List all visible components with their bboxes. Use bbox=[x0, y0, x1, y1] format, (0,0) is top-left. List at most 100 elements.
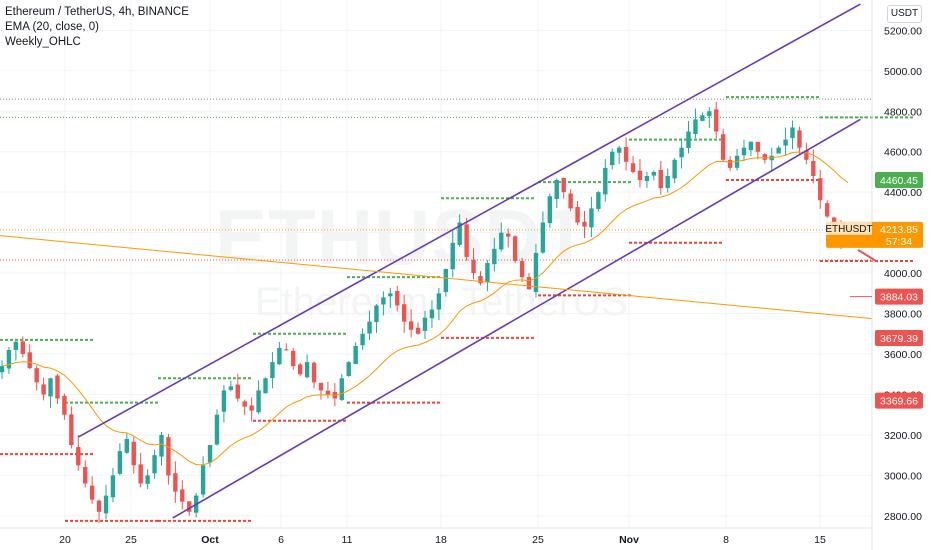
channel-upper-line bbox=[78, 3, 861, 438]
currency-button[interactable]: USDT bbox=[887, 5, 922, 23]
price-label-3884-03-text: 3884.03 bbox=[880, 292, 918, 304]
candle-body bbox=[499, 232, 504, 250]
candle-body bbox=[89, 485, 95, 500]
candle-body bbox=[20, 341, 26, 355]
x-tick-label: 25 bbox=[125, 534, 137, 546]
candle-body bbox=[381, 297, 386, 305]
y-tick-label: 3200.00 bbox=[884, 430, 922, 442]
symbol-title[interactable]: Ethereum / TetherUS, 4h, BINANCE bbox=[5, 6, 189, 18]
candle-body bbox=[48, 378, 53, 397]
candle-body bbox=[450, 242, 455, 270]
candle-body bbox=[811, 161, 816, 176]
price-label-3679-39-text: 3679.39 bbox=[880, 333, 918, 345]
current-price-text: 4213.85 bbox=[880, 224, 918, 236]
candle-body bbox=[304, 362, 310, 378]
candle-body bbox=[6, 349, 12, 369]
price-label-3884-03-bg bbox=[875, 288, 923, 305]
ema-indicator-label[interactable]: EMA (20, close, 0) bbox=[5, 21, 99, 33]
symbol-watermark: ETHUSDT bbox=[215, 192, 590, 283]
candle-body bbox=[263, 378, 268, 394]
candle-body bbox=[228, 386, 234, 390]
candle-body bbox=[596, 192, 601, 209]
candle-body bbox=[311, 362, 317, 383]
price-label-3369-66-bg bbox=[875, 392, 923, 409]
candle-body bbox=[235, 384, 240, 399]
weekly-ohlc-label[interactable]: Weekly_OHLC bbox=[5, 36, 81, 48]
candle-body bbox=[616, 147, 622, 153]
candle-body bbox=[103, 495, 109, 514]
trend-line-orange bbox=[0, 235, 873, 320]
candle-body bbox=[464, 224, 469, 257]
candle-body bbox=[589, 208, 594, 228]
candle-body bbox=[187, 501, 192, 512]
candle-body bbox=[783, 139, 788, 146]
candle-body bbox=[519, 261, 525, 278]
y-tick-label: 4600.00 bbox=[884, 147, 922, 159]
candle-body bbox=[554, 180, 559, 200]
candle-body bbox=[651, 171, 657, 176]
y-tick-label: 3600.00 bbox=[884, 349, 922, 361]
candle-body bbox=[797, 130, 802, 148]
candle-body bbox=[672, 159, 677, 179]
current-symbol-text: ETHUSDT bbox=[825, 224, 872, 235]
candle-body bbox=[637, 170, 643, 181]
y-tick-label: 2800.00 bbox=[884, 511, 922, 523]
candle-body bbox=[408, 321, 414, 330]
chart-legend: Ethereum / TetherUS, 4h, BINANCE EMA (20… bbox=[5, 5, 189, 50]
candle-body bbox=[270, 362, 275, 379]
candle-body bbox=[526, 277, 532, 290]
candle-body bbox=[540, 222, 546, 253]
candle-body bbox=[13, 341, 19, 350]
candle-body bbox=[339, 378, 344, 400]
candle-body bbox=[658, 169, 663, 189]
candle-body bbox=[512, 236, 518, 261]
price-label-3369-66: 3369.66 bbox=[875, 392, 923, 409]
price-label-3679-39: 3679.39 bbox=[875, 329, 923, 346]
y-tick-label: 3000.00 bbox=[884, 470, 922, 482]
candle-body bbox=[568, 193, 573, 209]
candle-body bbox=[610, 151, 615, 166]
candle-body bbox=[686, 131, 691, 148]
x-tick-label: 15 bbox=[814, 534, 826, 546]
candle-body bbox=[284, 349, 289, 351]
price-label-4460-45: 4460.45 bbox=[875, 171, 923, 188]
weekly-ohlc-levels bbox=[0, 96, 915, 522]
candle-body bbox=[256, 390, 261, 413]
candle-body bbox=[249, 405, 254, 411]
candle-body bbox=[159, 434, 164, 457]
ema-line-path bbox=[1, 151, 849, 466]
candle-body bbox=[131, 441, 136, 466]
candle-body bbox=[214, 414, 220, 445]
candle-body bbox=[401, 304, 407, 322]
x-tick-label: 6 bbox=[278, 534, 284, 546]
x-tick-label: 8 bbox=[723, 534, 729, 546]
candle-body bbox=[714, 109, 719, 132]
candle-body bbox=[818, 178, 823, 201]
candle-body bbox=[506, 233, 511, 237]
candle-body bbox=[693, 119, 698, 135]
candle-body bbox=[180, 489, 185, 502]
price-label-3369-66-text: 3369.66 bbox=[880, 396, 918, 408]
x-tick-label: 25 bbox=[532, 534, 544, 546]
candle-body bbox=[221, 390, 227, 412]
candle-body bbox=[76, 447, 81, 466]
candle-body bbox=[291, 350, 296, 367]
candle-body bbox=[110, 475, 116, 498]
candle-body bbox=[824, 203, 830, 217]
candle-body bbox=[138, 464, 143, 484]
candle-body bbox=[727, 159, 733, 168]
x-tick-label: Nov bbox=[619, 534, 639, 546]
candle-body bbox=[318, 382, 324, 391]
candle-body bbox=[27, 352, 32, 369]
candle-body bbox=[575, 206, 580, 223]
candle-body bbox=[422, 317, 428, 331]
candle-body bbox=[707, 111, 712, 117]
candle-body bbox=[700, 115, 705, 121]
candle-body bbox=[145, 475, 150, 484]
candle-body bbox=[471, 259, 476, 274]
price-label-4460-45-text: 4460.45 bbox=[880, 175, 918, 187]
candle-body bbox=[152, 455, 157, 474]
y-tick-label: 4000.00 bbox=[884, 268, 922, 280]
